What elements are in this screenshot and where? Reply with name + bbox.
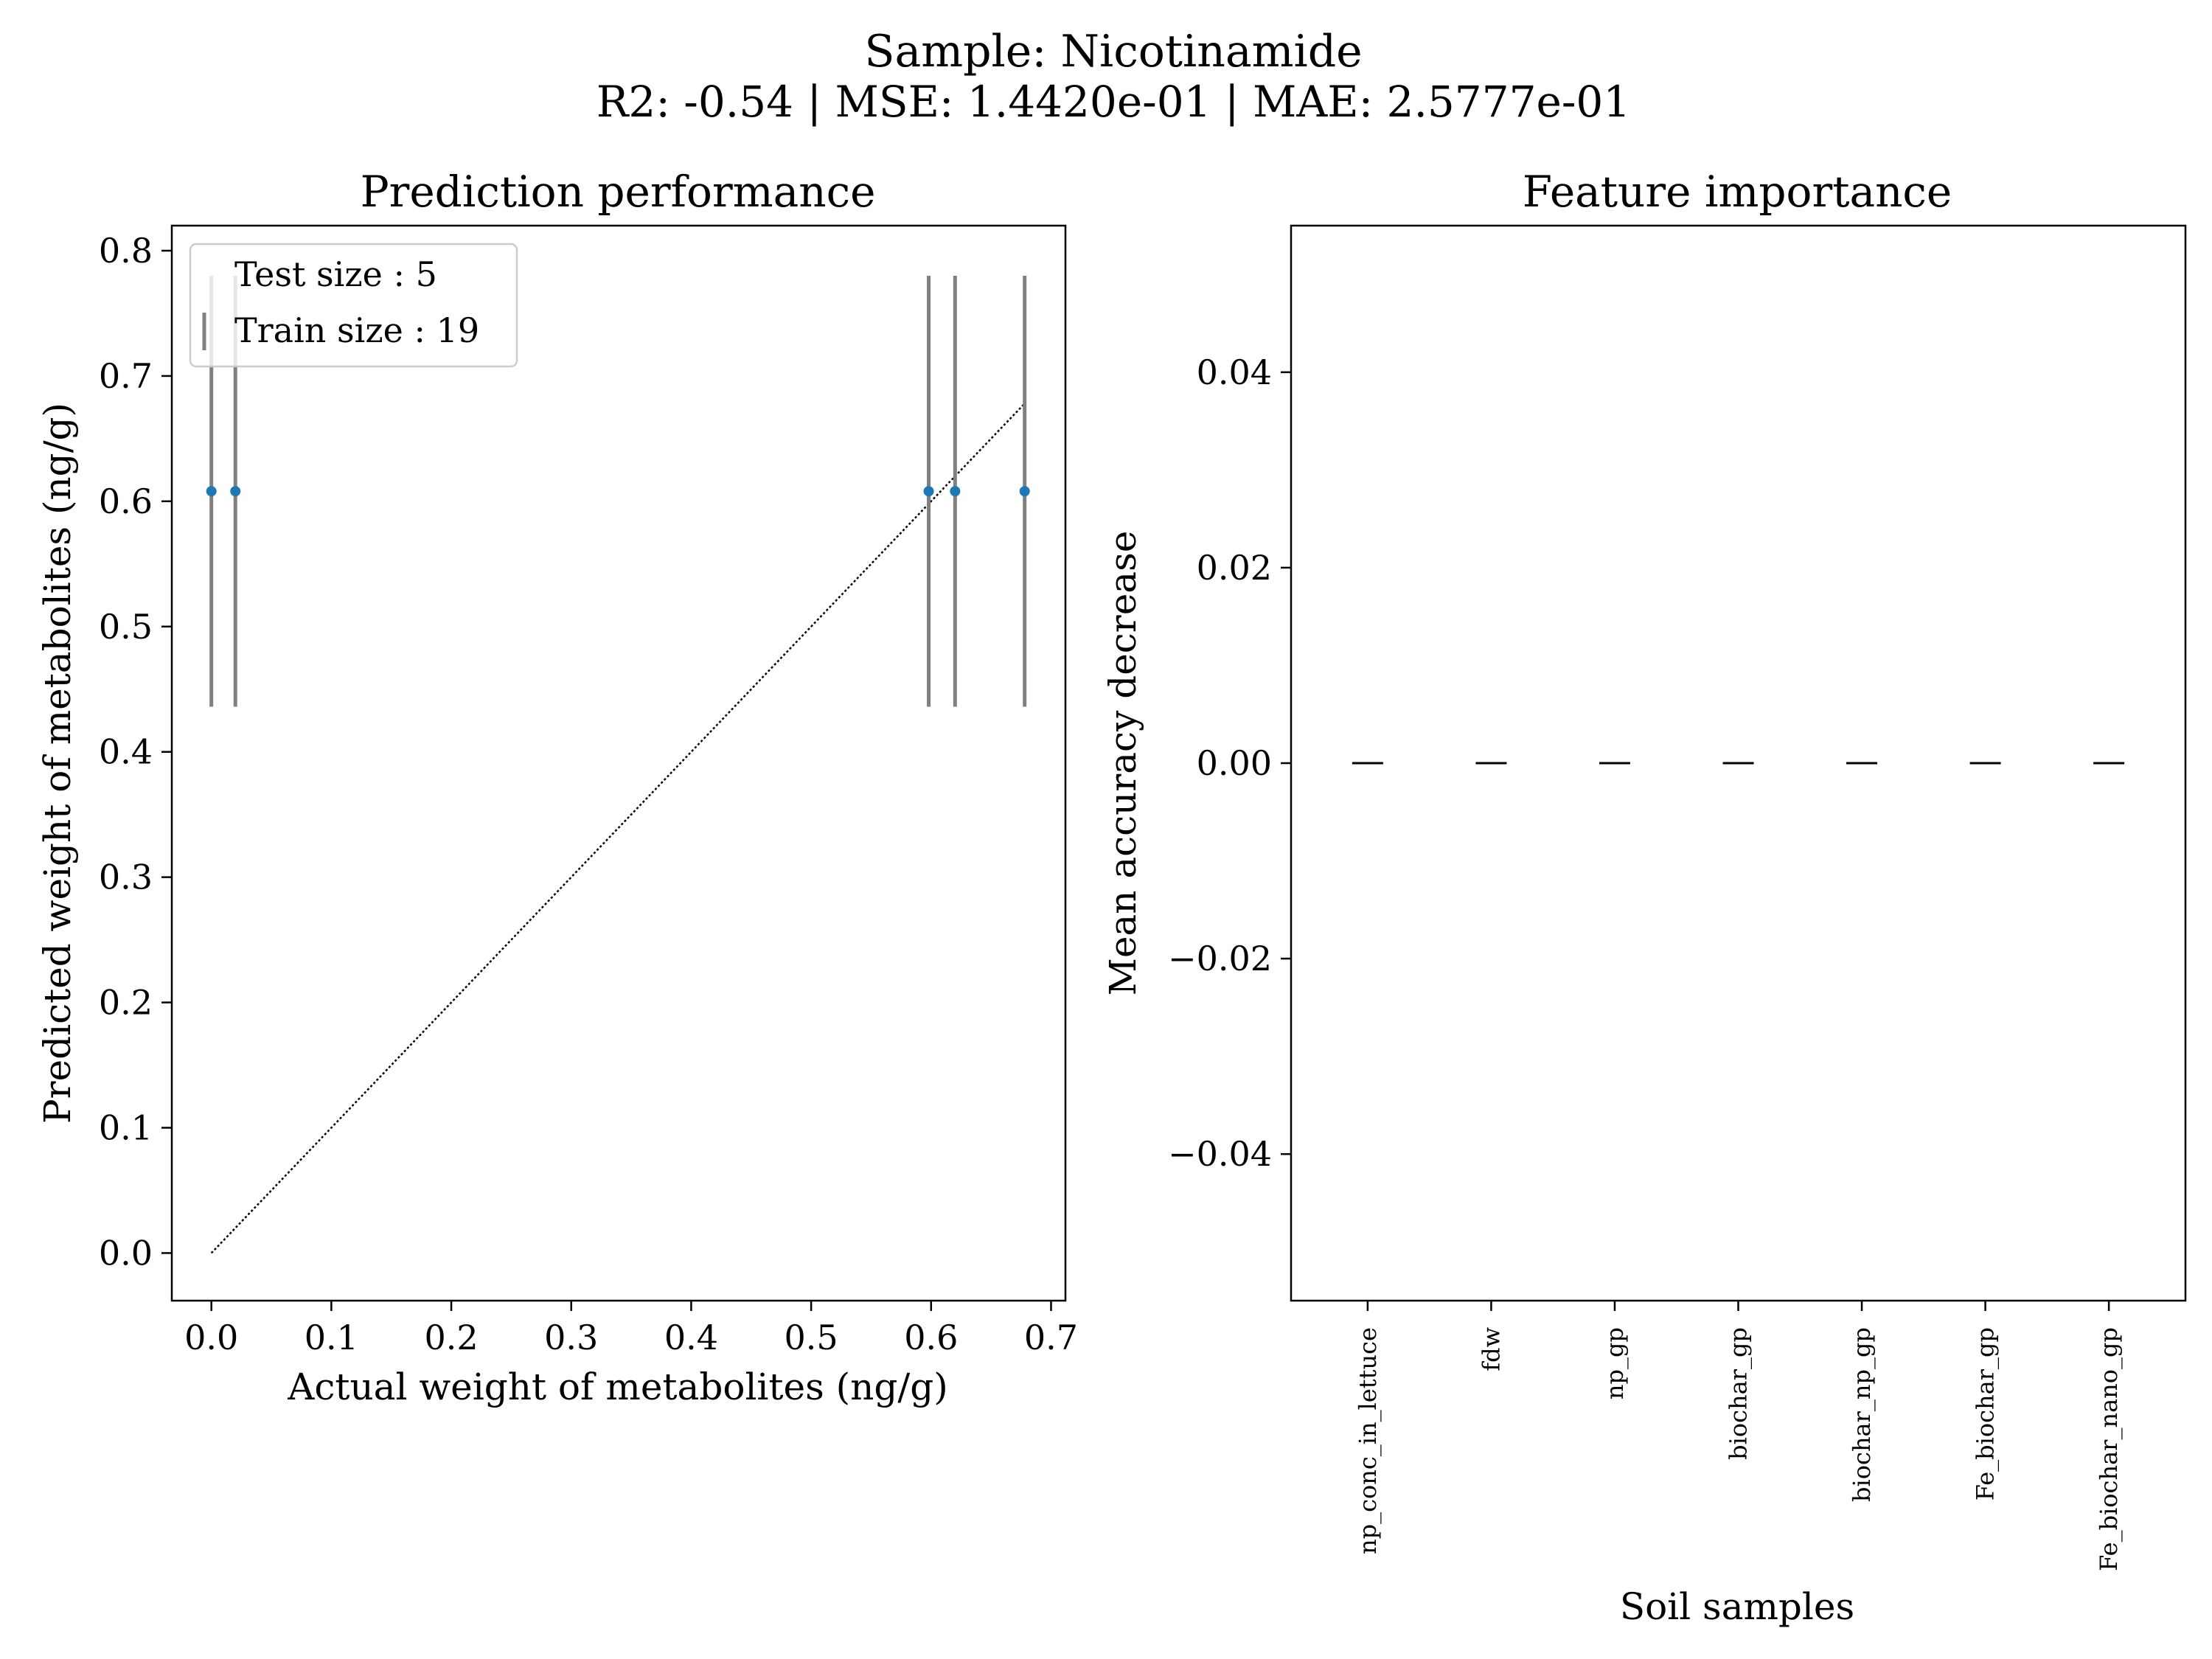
- ax1-frame: [170, 224, 1067, 1302]
- ytick-label: 0.1: [99, 1107, 153, 1147]
- data-point-2: [923, 486, 934, 497]
- legend-box: [189, 243, 518, 368]
- legend-entry-train-size: Train size : 19: [234, 310, 479, 350]
- data-point-4: [1019, 486, 1030, 497]
- ytick-label: 0.6: [99, 481, 153, 521]
- ax1-content: [206, 275, 1030, 1254]
- xtick-label: 0.0: [184, 1318, 238, 1357]
- xtick-label: 0.4: [664, 1318, 718, 1357]
- ytick-label: 0.4: [99, 732, 153, 772]
- ytick-label: −0.02: [1168, 939, 1272, 978]
- ax2-title: Feature importance: [1523, 167, 1952, 217]
- feature-importance-plot: Feature importance np_conc_in_lettuce fdw…: [1102, 167, 2187, 1628]
- xtick-label: 0.5: [785, 1318, 838, 1357]
- xtick-label: biochar_np_gp: [1848, 1327, 1876, 1502]
- figure-subtitle: R2: -0.54 | MSE: 1.4420e-01 | MAE: 2.577…: [597, 77, 1630, 127]
- ax1-legend: Test size : 5 Train size : 19: [189, 243, 518, 368]
- ax2-xlabel: Soil samples: [1620, 1585, 1854, 1628]
- xtick-label: 0.3: [544, 1318, 598, 1357]
- ytick-label: −0.04: [1168, 1134, 1272, 1174]
- ytick-label: 0.3: [99, 858, 153, 897]
- reference-line: [210, 403, 1026, 1254]
- xtick-label: 0.1: [305, 1318, 358, 1357]
- xtick-label: Fe_biochar_gp: [1972, 1327, 2000, 1500]
- legend-entry-test-size: Test size : 5: [234, 254, 437, 294]
- ytick-label: 0.0: [99, 1233, 153, 1273]
- figure-title: Sample: Nicotinamide: [864, 26, 1362, 77]
- xtick-label: np_conc_in_lettuce: [1354, 1327, 1382, 1554]
- xtick-label: 0.7: [1024, 1318, 1078, 1357]
- data-point-3: [950, 486, 961, 497]
- ytick-label: 0.5: [99, 607, 153, 647]
- xtick-label: np_gp: [1601, 1327, 1629, 1399]
- ax1-xlabel: Actual weight of metabolites (ng/g): [287, 1366, 947, 1408]
- ax1-yaxis: 0.0 0.1 0.2 0.3 0.4 0.5 0.6 0.7 0.8: [99, 231, 172, 1273]
- xtick-label: 0.2: [424, 1318, 478, 1357]
- ax1-xaxis: 0.0 0.1 0.2 0.3 0.4 0.5 0.6 0.7: [184, 1301, 1078, 1357]
- xtick-label: biochar_gp: [1725, 1327, 1753, 1460]
- xtick-label: Fe_biochar_nano_gp: [2095, 1327, 2123, 1571]
- ax2-ylabel: Mean accuracy decrease: [1102, 531, 1144, 996]
- ytick-label: 0.04: [1197, 352, 1272, 392]
- ytick-label: 0.8: [99, 231, 153, 271]
- data-point-1: [230, 486, 241, 497]
- xtick-label: 0.6: [904, 1318, 958, 1357]
- ax2-yaxis: −0.04 −0.02 0.00 0.02 0.04: [1168, 352, 1291, 1174]
- ax1-title: Prediction performance: [361, 167, 876, 217]
- data-point-0: [206, 486, 217, 497]
- ax2-xaxis: np_conc_in_lettuce fdw np_gp biochar_gp bioc…: [1354, 1301, 2123, 1571]
- ax1-ylabel: Predicted weight of metabolites (ng/g): [36, 403, 79, 1124]
- ytick-label: 0.2: [99, 983, 153, 1023]
- ytick-label: 0.00: [1197, 743, 1272, 783]
- xtick-label: fdw: [1477, 1327, 1505, 1371]
- ytick-label: 0.7: [99, 356, 153, 396]
- prediction-performance-plot: Prediction performance 0.0 0.1 0.2 0.3 0.4 0.…: [36, 167, 1078, 1408]
- ytick-label: 0.02: [1197, 548, 1272, 588]
